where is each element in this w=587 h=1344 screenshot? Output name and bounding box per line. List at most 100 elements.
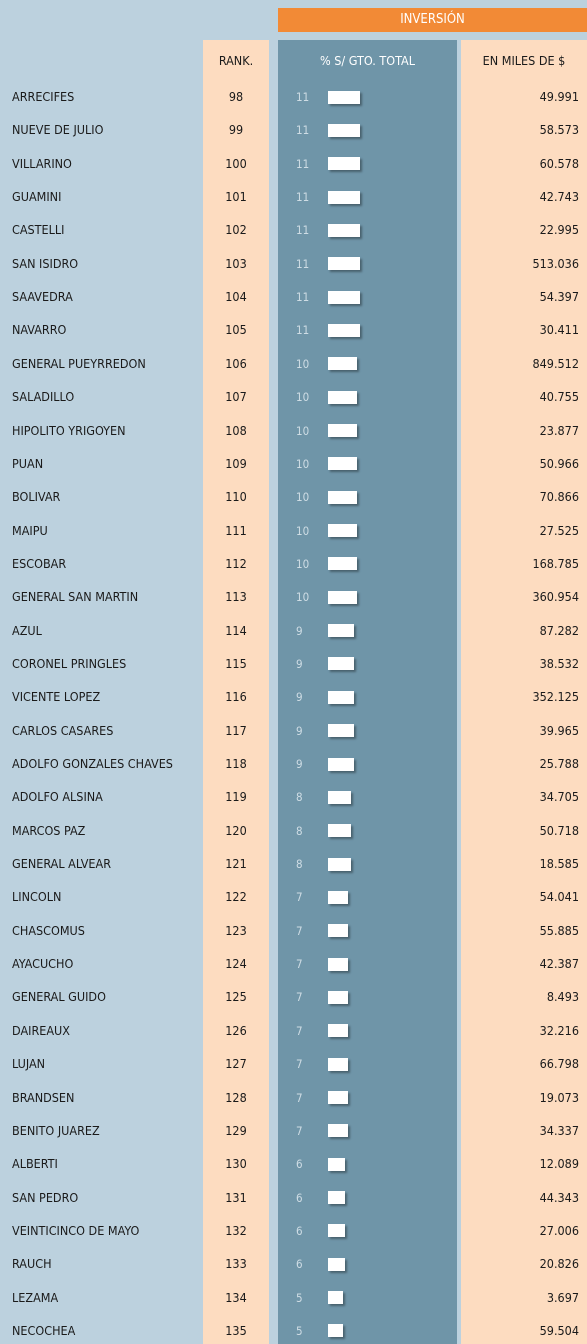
pct-bar: [328, 1191, 346, 1205]
row-pct: 7: [296, 1123, 303, 1138]
row-rank: 131: [225, 1189, 247, 1205]
row-amount: 849.512: [532, 355, 580, 371]
row-name: BENITO JUAREZ: [12, 1122, 100, 1138]
pct-bar: [328, 924, 349, 938]
row-name: CORONEL PRINGLES: [12, 655, 127, 671]
row-amount: 18.585: [539, 856, 579, 872]
row-amount: 27.006: [539, 1222, 579, 1238]
pct-bar: [328, 1157, 346, 1171]
row-pct: 9: [296, 690, 303, 705]
row-name: CARLOS CASARES: [12, 722, 114, 738]
row-name: NAVARRO: [12, 322, 67, 338]
row-name: GENERAL PUEYRREDON: [12, 355, 146, 371]
row-name: DAIREAUX: [12, 1022, 70, 1038]
row-name: GUAMINI: [12, 189, 62, 205]
row-name: SALADILLO: [12, 389, 75, 405]
row-name: SAN PEDRO: [12, 1189, 79, 1205]
pct-bar: [328, 624, 355, 638]
pct-bar: [328, 490, 357, 504]
row-rank: 134: [225, 1289, 247, 1305]
rank-column: [203, 40, 269, 1344]
row-rank: 101: [225, 189, 247, 205]
row-amount: 22.995: [539, 222, 579, 238]
row-name: MAIPU: [12, 522, 48, 538]
row-name: AYACUCHO: [12, 956, 74, 972]
pct-bar: [328, 323, 360, 337]
row-name: BRANDSEN: [12, 1089, 75, 1105]
row-rank: 127: [225, 1056, 247, 1072]
row-pct: 6: [296, 1157, 303, 1172]
pct-bar: [328, 590, 357, 604]
row-pct: 11: [296, 190, 310, 205]
row-rank: 115: [225, 655, 247, 671]
row-amount: 3.697: [546, 1289, 579, 1305]
row-rank: 102: [225, 222, 247, 238]
row-rank: 109: [225, 455, 247, 471]
row-pct: 9: [296, 757, 303, 771]
row-pct: 10: [296, 523, 310, 538]
row-rank: 105: [225, 322, 247, 338]
pct-bar: [328, 257, 360, 271]
pct-bar: [328, 790, 352, 804]
row-pct: 6: [296, 1190, 303, 1205]
row-amount: 34.337: [539, 1122, 579, 1138]
row-name: HIPOLITO YRIGOYEN: [12, 422, 126, 438]
row-amount: 54.397: [539, 289, 579, 305]
row-rank: 121: [225, 856, 247, 872]
row-rank: 113: [225, 589, 247, 605]
row-name: VILLARINO: [12, 155, 72, 171]
row-rank: 132: [225, 1222, 247, 1238]
pct-bar: [328, 357, 357, 371]
row-rank: 103: [225, 255, 247, 271]
row-rank: 98: [228, 89, 244, 104]
row-name: ARRECIFES: [12, 89, 75, 104]
row-name: MARCOS PAZ: [12, 822, 86, 838]
row-pct: 9: [296, 623, 303, 638]
row-rank: 133: [225, 1256, 247, 1272]
row-pct: 5: [296, 1323, 303, 1338]
pct-bar: [328, 290, 360, 304]
row-amount: 60.578: [539, 155, 579, 171]
row-name: VEINTICINCO DE MAYO: [12, 1222, 140, 1238]
pct-bar: [328, 890, 349, 904]
row-rank: 118: [225, 756, 247, 771]
row-amount: 12.089: [539, 1156, 579, 1172]
pct-bar: [328, 1091, 349, 1104]
row-name: VICENTE LOPEZ: [12, 689, 101, 705]
row-rank: 107: [225, 389, 247, 405]
pct-bar: [328, 123, 360, 137]
row-rank: 120: [225, 822, 247, 838]
row-name: PUAN: [12, 455, 44, 471]
row-amount: 40.755: [539, 389, 579, 405]
row-pct: 10: [296, 356, 310, 371]
row-pct: 9: [296, 656, 303, 671]
pct-bar: [328, 1124, 349, 1138]
row-pct: 11: [296, 123, 310, 138]
pct-bar: [328, 824, 352, 838]
row-rank: 111: [225, 522, 247, 538]
pct-bar: [328, 957, 349, 971]
row-name: GENERAL GUIDO: [12, 989, 106, 1005]
row-pct: 10: [296, 423, 310, 438]
row-amount: 360.954: [532, 589, 580, 605]
row-pct: 8: [296, 857, 303, 872]
row-pct: 8: [296, 823, 303, 838]
row-pct: 10: [296, 490, 310, 505]
row-amount: 513.036: [532, 255, 580, 271]
pct-bar: [328, 190, 360, 204]
row-name: LUJAN: [12, 1056, 46, 1072]
pct-bar: [328, 424, 357, 437]
column-header: RANK.: [218, 53, 254, 68]
pct-bar: [328, 223, 360, 237]
row-rank: 123: [225, 922, 247, 938]
row-pct: 10: [296, 390, 310, 405]
row-name: SAAVEDRA: [12, 289, 73, 305]
row-amount: 30.411: [539, 322, 579, 338]
pct-bar: [328, 724, 355, 738]
row-rank: 130: [225, 1156, 247, 1172]
row-amount: 66.798: [539, 1056, 579, 1072]
row-amount: 59.504: [539, 1322, 579, 1338]
row-amount: 49.991: [539, 89, 579, 104]
pct-bar: [328, 1291, 343, 1305]
